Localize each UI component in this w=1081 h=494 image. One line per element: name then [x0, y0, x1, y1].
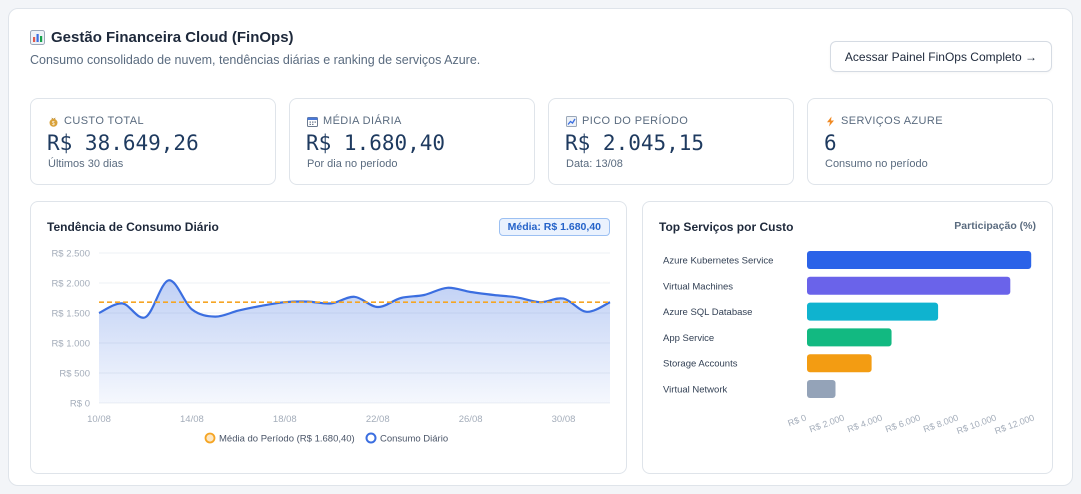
finops-card: Gestão Financeira Cloud (FinOps) Consumo… [8, 8, 1073, 486]
kpi-note: Consumo no período [825, 158, 928, 170]
average-badge: Média: R$ 1.680,40 [498, 218, 610, 236]
service-bar [807, 380, 836, 398]
kpi-total-cost: $ CUSTO TOTAL R$ 38.649,26 Últimos 30 di… [30, 98, 276, 185]
bar-category-label: Virtual Network [663, 385, 727, 396]
svg-text:$: $ [52, 120, 55, 126]
x-tick-label: R$ 12.000 [993, 412, 1035, 436]
x-tick-label: R$ 0 [786, 412, 807, 428]
services-panel-title: Top Serviços por Custo [659, 220, 794, 234]
services-chart: Azure Kubernetes Service Virtual Machines… [663, 251, 1036, 436]
bar-category-label: App Service [663, 333, 714, 344]
y-tick-label: R$ 0 [70, 399, 90, 410]
kpi-daily-average: MÉDIA DIÁRIA R$ 1.680,40 Por dia no perí… [289, 98, 535, 185]
bar-category-label: Azure SQL Database [663, 307, 752, 318]
bar-category-label: Storage Accounts [663, 359, 738, 370]
services-panel: Top Serviços por Custo Participação (%) … [642, 201, 1053, 474]
kpi-azure-services: SERVIÇOS AZURE 6 Consumo no período [807, 98, 1053, 185]
bar-category-label: Virtual Machines [663, 281, 733, 292]
kpi-value: R$ 2.045,15 [565, 131, 705, 155]
consumption-area [99, 280, 610, 403]
kpi-label: MÉDIA DIÁRIA [323, 115, 402, 127]
chart-up-icon [566, 115, 577, 127]
y-tick-label: R$ 1.500 [51, 309, 90, 320]
x-tick-label: 18/08 [273, 414, 297, 425]
x-tick-label: R$ 8.000 [922, 412, 960, 434]
x-tick-label: 30/08 [552, 414, 576, 425]
lightning-icon [825, 116, 836, 127]
service-bar [807, 328, 892, 347]
x-tick-label: 22/08 [366, 414, 390, 425]
trend-panel: Tendência de Consumo Diário Média: R$ 1.… [30, 201, 627, 474]
kpi-note: Data: 13/08 [566, 158, 623, 170]
x-tick-label: R$ 2.000 [808, 412, 846, 434]
trend-chart: R$ 0 R$ 500 R$ 1.000 R$ 1.500 R$ 2.000 R$ 2.5… [51, 249, 611, 445]
x-tick-label: 14/08 [180, 414, 204, 425]
consumption-line [98, 279, 611, 319]
calendar-icon [307, 116, 318, 127]
kpi-label: CUSTO TOTAL [64, 115, 144, 127]
x-tick-label: R$ 10.000 [955, 412, 997, 436]
kpi-label: SERVIÇOS AZURE [841, 115, 943, 127]
service-bar [807, 276, 1011, 295]
bar-category-label: Azure Kubernetes Service [663, 256, 773, 267]
kpi-period-peak: PICO DO PERÍODO R$ 2.045,15 Data: 13/08 [548, 98, 794, 185]
page-title-text: Gestão Financeira Cloud (FinOps) [51, 29, 294, 46]
kpi-label: PICO DO PERÍODO [582, 115, 689, 127]
legend-mean-marker [204, 432, 216, 444]
share-label: Participação (%) [954, 220, 1036, 232]
x-tick-label: R$ 6.000 [884, 412, 922, 434]
y-tick-label: R$ 2.000 [51, 279, 90, 290]
y-tick-label: R$ 1.000 [51, 339, 90, 350]
money-bag-icon: $ [48, 116, 59, 127]
legend-consumption-marker [365, 432, 377, 444]
kpi-note: Últimos 30 dias [48, 158, 124, 170]
x-tick-label: 26/08 [459, 414, 483, 425]
trend-panel-title: Tendência de Consumo Diário [47, 220, 219, 234]
service-bar [807, 251, 1032, 269]
x-tick-label: 10/08 [87, 414, 111, 425]
x-tick-label: R$ 4.000 [846, 412, 884, 434]
y-tick-label: R$ 2.500 [51, 249, 90, 260]
kpi-value: R$ 1.680,40 [306, 131, 446, 155]
y-tick-label: R$ 500 [59, 369, 90, 380]
kpi-note: Por dia no período [307, 158, 398, 170]
page-subtitle: Consumo consolidado de nuvem, tendências… [30, 53, 481, 67]
kpi-value: R$ 38.649,26 [47, 131, 199, 155]
open-finops-panel-button[interactable]: Acessar Painel FinOps Completo → [829, 41, 1052, 72]
service-bar [807, 354, 872, 373]
legend-consumption-label: Consumo Diário [380, 434, 448, 445]
service-bar [807, 302, 939, 321]
kpi-value: 6 [824, 131, 837, 155]
bar-chart-icon [30, 30, 45, 45]
legend-mean-label: Média do Período (R$ 1.680,40) [219, 434, 355, 445]
page-title: Gestão Financeira Cloud (FinOps) [30, 29, 294, 46]
